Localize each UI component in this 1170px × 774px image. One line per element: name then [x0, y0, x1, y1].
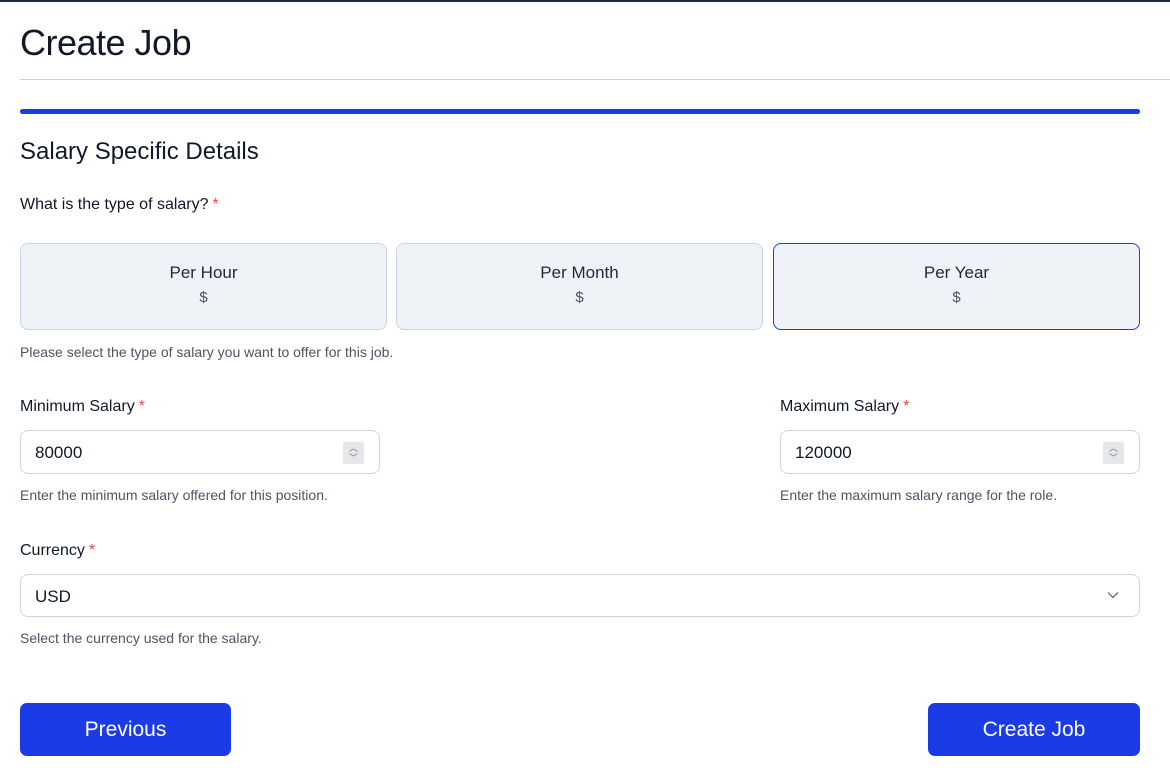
- currency-label: Currency *: [20, 542, 95, 560]
- max-salary-input[interactable]: 120000 ︿ ﹀: [780, 430, 1140, 474]
- salary-type-per-year[interactable]: Per Year $: [773, 243, 1140, 330]
- currency-label-text: Currency: [20, 542, 85, 559]
- number-stepper[interactable]: ︿ ﹀: [343, 442, 364, 464]
- min-salary-help: Enter the minimum salary offered for thi…: [20, 487, 328, 503]
- min-salary-input[interactable]: 80000 ︿ ﹀: [20, 430, 380, 474]
- create-job-button[interactable]: Create Job: [928, 703, 1140, 756]
- salary-type-per-month[interactable]: Per Month $: [396, 243, 763, 330]
- salary-type-question: What is the type of salary?: [20, 196, 209, 213]
- dollar-icon: $: [575, 289, 584, 306]
- min-salary-value: 80000: [35, 443, 83, 462]
- dollar-icon: $: [952, 289, 961, 306]
- salary-type-help: Please select the type of salary you wan…: [20, 344, 394, 360]
- previous-button[interactable]: Previous: [20, 703, 231, 756]
- option-label: Per Hour: [169, 263, 238, 282]
- currency-value: USD: [35, 587, 71, 606]
- required-mark: *: [88, 542, 96, 559]
- min-salary-label: Minimum Salary *: [20, 398, 145, 416]
- required-mark: *: [212, 196, 219, 213]
- max-salary-help: Enter the maximum salary range for the r…: [780, 487, 1058, 503]
- max-salary-value: 120000: [795, 443, 852, 462]
- option-label: Per Month: [540, 263, 619, 282]
- required-mark: *: [903, 398, 910, 415]
- min-salary-label-text: Minimum Salary: [20, 398, 135, 415]
- header-divider: [20, 79, 1170, 80]
- section-title: Salary Specific Details: [20, 138, 259, 165]
- max-salary-label-text: Maximum Salary: [780, 398, 900, 415]
- max-salary-label: Maximum Salary *: [780, 398, 909, 416]
- salary-type-per-hour[interactable]: Per Hour $: [20, 243, 387, 330]
- number-stepper[interactable]: ︿ ﹀: [1103, 442, 1124, 464]
- progress-bar: [20, 109, 1140, 114]
- currency-help: Select the currency used for the salary.: [20, 630, 262, 646]
- dollar-icon: $: [199, 289, 208, 306]
- salary-type-label: What is the type of salary? *: [20, 196, 219, 214]
- required-mark: *: [138, 398, 145, 415]
- option-label: Per Year: [923, 263, 990, 282]
- chevron-down-icon: [1107, 592, 1119, 599]
- currency-select[interactable]: USD: [20, 574, 1140, 617]
- page-title: Create Job: [20, 22, 192, 63]
